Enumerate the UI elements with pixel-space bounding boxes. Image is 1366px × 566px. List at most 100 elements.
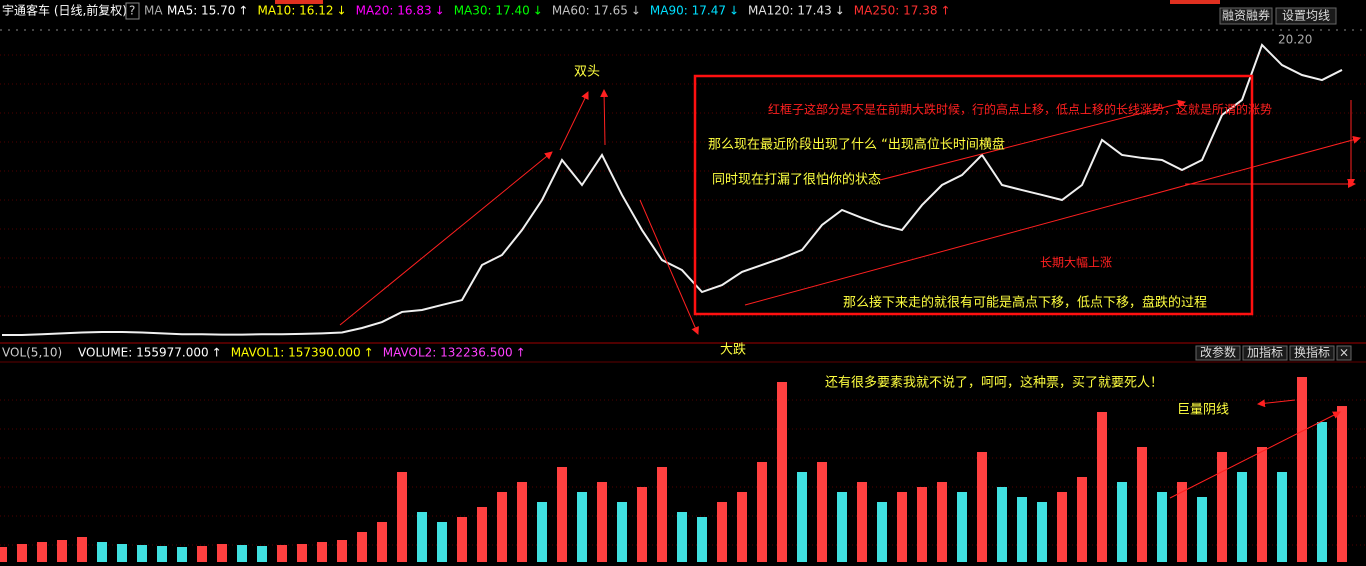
volume-bar [697,517,707,562]
volume-bar [557,467,567,562]
volume-bar [257,546,267,562]
volume-bar [657,467,667,562]
volume-bar [137,545,147,562]
volume-bar [737,492,747,562]
volume-bar [317,542,327,562]
annotation: 巨量阴线 [1177,403,1229,418]
volume-bar [37,542,47,562]
volume-bar [477,507,487,562]
volume-bar [217,544,227,562]
volume-bar [1197,497,1207,562]
volume-bar [1157,492,1167,562]
button[interactable] [1242,345,1288,361]
volume-bar [817,462,827,562]
legend-arrow: ↑ [238,4,248,18]
volume-bar [577,492,587,562]
arrows [339,89,1361,499]
volume-bar [877,502,887,562]
legend: VOLUME: 155977.000 ↑ MAVOL1: 157390.000 ↑ MA… [78,346,526,360]
button-label[interactable]: 换指标 [1294,345,1330,360]
button[interactable] [1219,7,1273,25]
legend-arrow: ↑ [364,346,374,360]
volume-bar [497,492,507,562]
button-label[interactable]: × [1339,346,1349,360]
button-label[interactable]: 改参数 [1200,345,1236,360]
volume-bar [857,482,867,562]
button-label[interactable]: 加指标 [1247,345,1283,360]
legend-entry: MAVOL2: 132236.500 [383,346,513,360]
volume-bar [97,542,107,562]
volume-bar [17,544,27,562]
volume-bar [177,547,187,562]
stock-title: 宇通客车 (日线,前复权) [2,3,127,18]
volume-bar [597,482,607,562]
legend-arrow: ↓ [337,4,347,18]
help[interactable]: ? [129,4,135,18]
legend-arrow: ↓ [631,4,641,18]
volume-bar [1037,502,1047,562]
decoration [0,0,1366,363]
annotation: 那么现在最近阶段出现了什么 “出现高位长时间横盘 [708,137,1005,153]
volume-bar [337,540,347,562]
volume-bar [1337,406,1347,562]
volume-bar [717,502,727,562]
volume-bar [1257,447,1267,562]
volume-bar [1017,497,1027,562]
legend-entry: VOLUME: 155977.000 [78,346,209,360]
buttons: 改参数 加指标 换指标 × [1195,345,1352,361]
volume-bar [1317,422,1327,562]
volume-bar [437,522,447,562]
volume-bar [237,545,247,562]
marks [0,43,1347,562]
volume-bar [897,492,907,562]
help-box[interactable] [125,2,140,20]
volume-bar [1177,482,1187,562]
legend-entry: MA10: 16.12 [257,4,333,18]
legend-entry: MA30: 17.40 [454,4,530,18]
button-label[interactable]: 融资融券 [1222,8,1270,23]
legend-entry: MA5: 15.70 [167,4,235,18]
volume-bar [637,487,647,562]
volume-bar [677,512,687,562]
volume-bar [957,492,967,562]
volume-bar [1057,492,1067,562]
volume-bar [537,502,547,562]
legend-arrow: ↑ [212,346,222,360]
volume-bar [377,522,387,562]
volume-bar [1217,452,1227,562]
button-label[interactable]: 设置均线 [1282,9,1330,23]
button[interactable] [1289,345,1335,361]
legend-arrow: ↓ [435,4,445,18]
annotation: 那么接下来走的就很有可能是高点下移，低点下移，盘跌的过程 [843,295,1207,311]
annotation: 长期大幅上涨 [1040,255,1112,270]
volume-bar [197,546,207,562]
high-label: 20.20 [1278,33,1312,47]
volume-bar [1117,482,1127,562]
indicator: MA [144,4,163,18]
legend-entry: MA250: 17.38 [854,4,938,18]
volume-bar [757,462,767,562]
volume-bar [797,472,807,562]
volume-bar [1297,377,1307,562]
legend-entry: MA90: 17.47 [650,4,726,18]
volume-bar [117,544,127,562]
volume-bar [77,537,87,562]
annotation: 还有很多要素我就不说了，呵呵，这种票，买了就要死人！ [825,375,1163,391]
volume-bar [297,544,307,562]
volume-bar [417,512,427,562]
legend-arrow: ↓ [533,4,543,18]
legend-arrow: ↓ [835,4,845,18]
volume-bar [397,472,407,562]
annotation: 红框子这部分是不是在前期大跌时候，行的高点上移，低点上移的长线涨势，这就是所谓的… [768,102,1272,117]
volume-bar [57,540,67,562]
annotation: 大跌 [720,342,746,358]
volume-bar [517,482,527,562]
volume-bar [457,517,467,562]
button[interactable] [1336,345,1352,361]
button[interactable] [1275,7,1337,25]
volume-bar [1277,472,1287,562]
volume-bar [1097,412,1107,562]
button[interactable] [1195,345,1241,361]
highlight-box [693,74,1254,316]
